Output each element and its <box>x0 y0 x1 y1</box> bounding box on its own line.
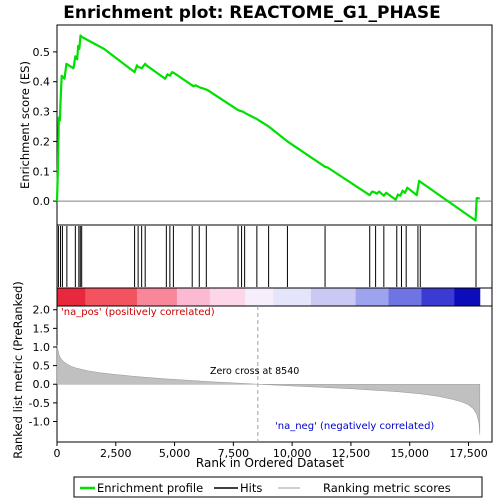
color-bar <box>56 287 493 307</box>
legend-label-enrichment: Enrichment profile <box>97 481 203 495</box>
es-ytick-label: 0.4 <box>33 76 51 89</box>
color-bar-segment <box>85 288 138 306</box>
metric-xtick-label: 15,000 <box>390 447 429 460</box>
color-bar-segment <box>388 288 422 306</box>
color-bar-segment <box>245 288 274 306</box>
es-ytick-label: 0.5 <box>33 46 51 59</box>
metric-ytick-label: -0.5 <box>29 397 50 410</box>
metric-xtick-label: 12,500 <box>332 447 371 460</box>
metric-ytick-label: 0.0 <box>33 378 51 391</box>
neg-label: 'na_neg' (negatively correlated) <box>275 421 434 432</box>
metric-ytick-label: 1.0 <box>33 341 51 354</box>
color-bar-segment <box>209 288 246 306</box>
color-bar-segment <box>421 288 455 306</box>
metric-xtick-label: 0 <box>54 447 61 460</box>
es-ylabel: Enrichment score (ES) <box>18 61 32 189</box>
metric-xtick-label: 17,500 <box>449 447 488 460</box>
metric-xtick-label: 5,000 <box>159 447 191 460</box>
zero-cross-label: Zero cross at 8540 <box>210 366 299 377</box>
legend-label-ranking: Ranking metric scores <box>323 481 451 495</box>
color-bar-segment <box>454 288 481 306</box>
es-series-line <box>55 34 481 222</box>
chart-title: Enrichment plot: REACTOME_G1_PHASE <box>63 3 440 23</box>
hits-frame <box>56 224 493 289</box>
metric-frame <box>56 305 493 443</box>
metric-ytick-label: 1.5 <box>33 322 51 335</box>
metric-ylabel: Ranked list metric (PreRanked) <box>11 281 25 459</box>
metric-xtick-label: 10,000 <box>273 447 312 460</box>
color-bar-segment <box>273 288 312 306</box>
es-ytick-label: 0.0 <box>33 195 51 208</box>
metric-xlabel: Rank in Ordered Dataset <box>196 456 344 470</box>
metric-ytick-label: 0.5 <box>33 360 51 373</box>
metric-xtick-label: 7,500 <box>218 447 250 460</box>
color-bar-segment <box>176 288 211 306</box>
color-bar-segment <box>136 288 178 306</box>
es-ytick-label: 0.3 <box>33 106 51 119</box>
legend-label-hits: Hits <box>240 481 262 495</box>
color-bar-segment <box>355 288 390 306</box>
es-plot-frame <box>56 24 493 226</box>
color-bar-segment <box>57 288 86 306</box>
color-bar-segment <box>310 288 357 306</box>
metric-ytick-label: 2.0 <box>33 304 51 317</box>
hits-panel <box>56 224 493 289</box>
es-ytick-label: 0.1 <box>33 165 51 178</box>
es-panel: 0.0 0.1 0.2 0.3 0.4 0.5 <box>33 24 493 226</box>
metric-panel: 2.0 1.5 1.0 0.5 0.0 -0.5 -1.0 0 2,500 5,000 7,500 1… <box>29 304 493 460</box>
es-ytick-label: 0.2 <box>33 135 51 148</box>
legend-box: Enrichment profile Hits Ranking metric s… <box>73 476 483 498</box>
metric-xtick-label: 2,500 <box>100 447 132 460</box>
pos-label: 'na_pos' (positively correlated) <box>61 307 215 318</box>
metric-ytick-label: -1.0 <box>29 416 50 429</box>
